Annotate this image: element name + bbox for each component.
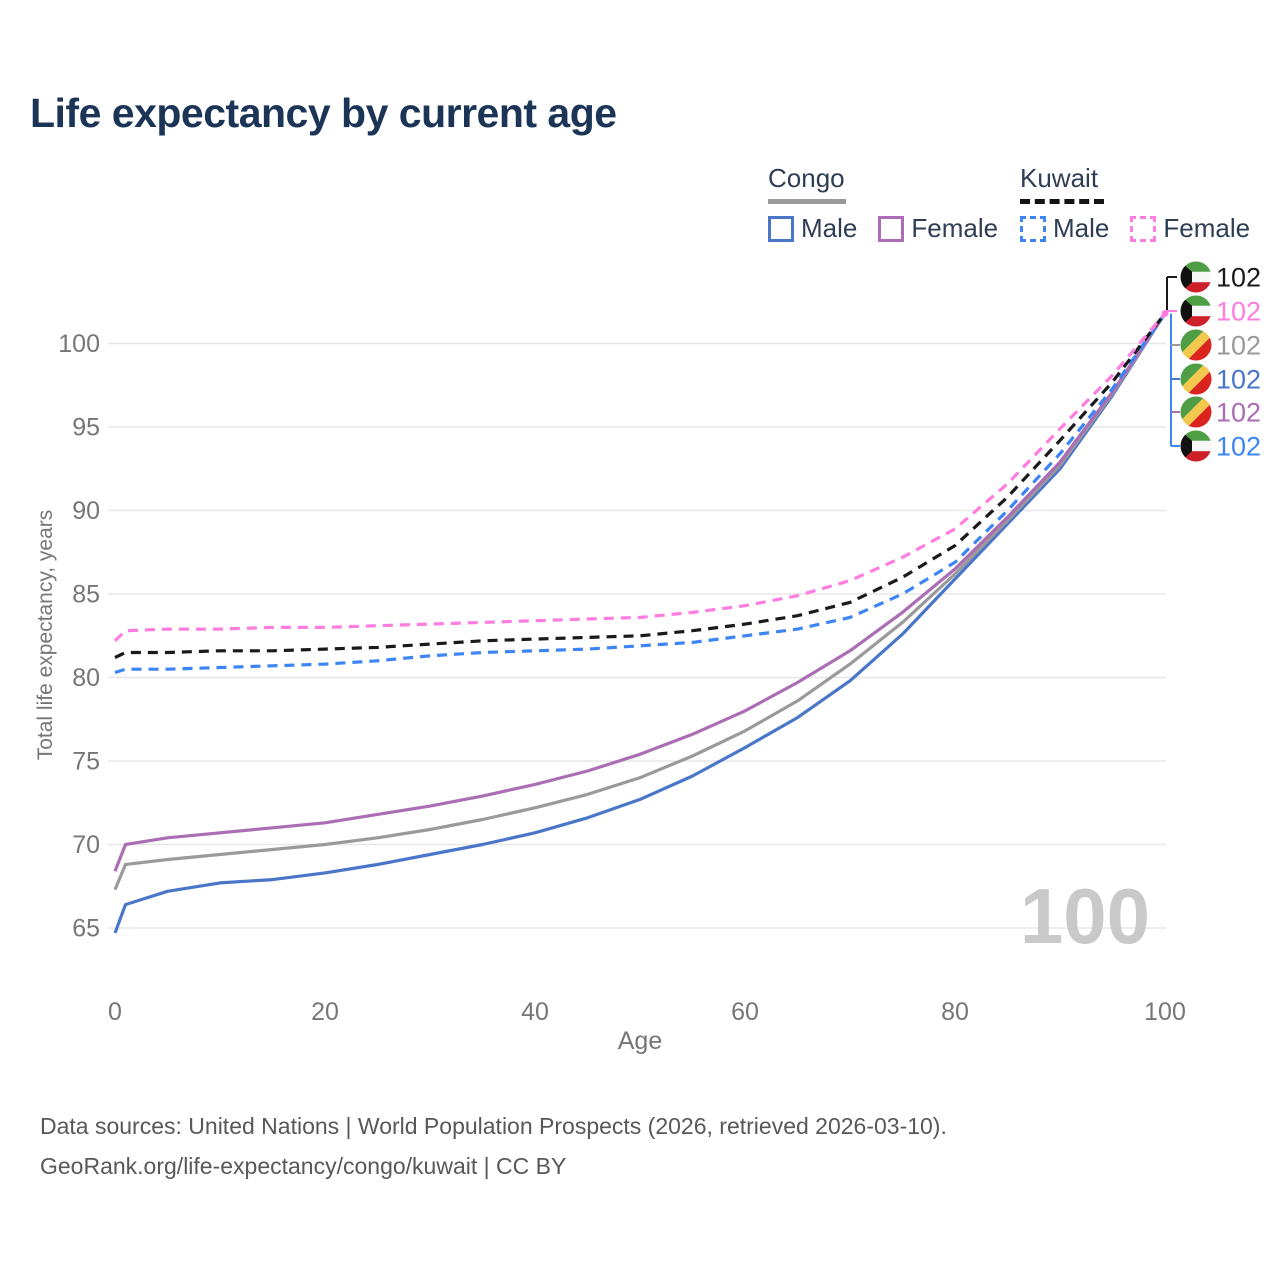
legend: Congo Male Female Kuwait Male Female: [0, 163, 1280, 243]
x-tick-label: 0: [108, 998, 122, 1026]
congo-flag-icon: [1180, 396, 1212, 428]
y-tick-label: 75: [72, 748, 100, 776]
end-label-leaders: [1161, 276, 1180, 447]
kuwait-flag-icon: [1180, 430, 1212, 462]
legend-group-congo-title: Congo: [768, 163, 845, 193]
attribution-text: GeoRank.org/life-expectancy/congo/kuwait…: [40, 1153, 567, 1179]
kuwait-flag-icon: [1180, 261, 1212, 293]
x-tick-label: 80: [941, 998, 969, 1026]
x-axis-title: Age: [618, 1027, 662, 1055]
page-title: Life expectancy by current age: [30, 90, 617, 136]
congo-male-swatch-icon: [768, 215, 794, 242]
age-watermark: 100: [1020, 872, 1150, 960]
y-tick-label: 70: [72, 831, 100, 859]
end-value-label-congo_total: 102: [1216, 331, 1261, 361]
legend-label-kuwait-male: Male: [1053, 213, 1110, 243]
x-tick-label: 100: [1144, 998, 1186, 1026]
y-tick-label: 95: [72, 414, 100, 442]
x-tick-label: 40: [521, 998, 549, 1026]
series-line-congo_male: [113, 312, 1167, 934]
end-value-label-kuwait_female: 102: [1216, 297, 1261, 327]
series-line-kuwait_female: [113, 312, 1167, 642]
congo-flag-icon: [1180, 329, 1212, 361]
endpoint-marker: [1161, 309, 1169, 317]
end-value-label-congo_female: 102: [1216, 398, 1261, 428]
gridlines: 65 70 75 80 85 90 95 100: [58, 330, 1166, 943]
y-axis-title: Total life expectancy, years: [34, 510, 57, 761]
congo-flag-icon: [1180, 363, 1212, 395]
x-tick-label: 20: [311, 998, 339, 1026]
data-sources-text: Data sources: United Nations | World Pop…: [40, 1113, 947, 1139]
life-expectancy-line-chart: 65 70 75 80 85 90 95 100 0 20 40 60 80 100 Total life …: [34, 261, 1261, 1055]
footer: Data sources: United Nations | World Pop…: [40, 1106, 947, 1186]
legend-group-congo: Congo Male Female: [768, 163, 1019, 244]
end-value-label-congo_male: 102: [1216, 365, 1261, 395]
y-tick-label: 80: [72, 664, 100, 692]
kuwait-dashed-line-sample: [1020, 199, 1104, 204]
y-tick-label: 100: [58, 330, 100, 358]
series-line-kuwait_male: [114, 312, 1167, 675]
series-line-kuwait_total: [114, 312, 1167, 659]
x-tick-label: 60: [731, 998, 759, 1026]
legend-label-congo-male: Male: [801, 213, 858, 243]
y-tick-label: 90: [72, 497, 100, 525]
congo-solid-line-sample: [768, 199, 846, 204]
legend-label-kuwait-female: Female: [1163, 213, 1251, 243]
y-tick-label: 85: [72, 581, 100, 609]
legend-label-congo-female: Female: [911, 213, 999, 243]
y-tick-label: 65: [72, 915, 100, 943]
kuwait-flag-icon: [1180, 295, 1212, 327]
end-value-label-kuwait_total: 102: [1216, 263, 1261, 293]
series-line-congo_total: [113, 312, 1167, 891]
kuwait-female-swatch-icon: [1130, 215, 1157, 242]
congo-female-swatch-icon: [878, 215, 905, 242]
end-value-label-kuwait_male: 102: [1216, 432, 1261, 462]
legend-group-kuwait: Kuwait Male Female: [1020, 163, 1271, 244]
series-line-congo_female: [113, 312, 1167, 872]
legend-group-kuwait-title: Kuwait: [1020, 163, 1099, 193]
kuwait-male-swatch-icon: [1020, 215, 1046, 242]
